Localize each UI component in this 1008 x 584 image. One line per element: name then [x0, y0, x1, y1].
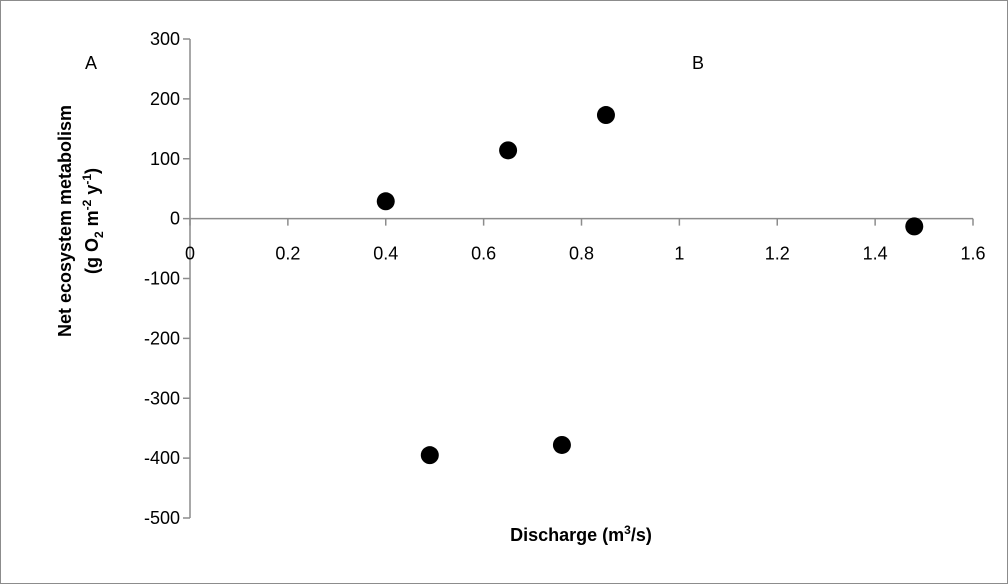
data-point: [499, 141, 518, 160]
y-tick-label: -200: [144, 328, 180, 348]
x-tick-label: 0: [185, 244, 195, 264]
y-tick-label: -300: [144, 388, 180, 408]
y-tick-label: -400: [144, 448, 180, 468]
data-point: [420, 446, 439, 465]
x-tick-label: 1: [674, 244, 684, 264]
y-tick-label: 0: [170, 209, 180, 229]
y-tick-label: -100: [144, 269, 180, 289]
x-tick-label: 0.2: [275, 244, 300, 264]
x-tick-label: 1.2: [765, 244, 790, 264]
x-axis-title: Discharge (m3/s): [510, 523, 652, 545]
x-tick-label: 0.4: [373, 244, 398, 264]
panel-label-b: B: [692, 53, 704, 73]
y-tick-label: 200: [150, 89, 180, 109]
y-axis-title-line1: Net ecosystem metabolism: [55, 105, 75, 337]
x-tick-label: 0.6: [471, 244, 496, 264]
data-point: [905, 217, 924, 236]
data-points: [376, 106, 924, 465]
data-point: [552, 435, 571, 454]
y-axis-title: Net ecosystem metabolism (g O2 m-2 y-1): [55, 105, 106, 337]
y-tick-label: 100: [150, 149, 180, 169]
axes-layer: [183, 38, 974, 519]
x-tick-label: 1.4: [863, 244, 888, 264]
x-tick-label: 0.8: [569, 244, 594, 264]
panel-label-a: A: [85, 53, 97, 73]
x-tick-label: 1.6: [960, 244, 985, 264]
y-tick-label: -500: [144, 508, 180, 528]
y-tick-label: 300: [150, 29, 180, 49]
data-point: [596, 106, 615, 125]
y-axis-title-line2: (g O2 m-2 y-1): [80, 168, 106, 274]
data-point: [376, 192, 395, 211]
